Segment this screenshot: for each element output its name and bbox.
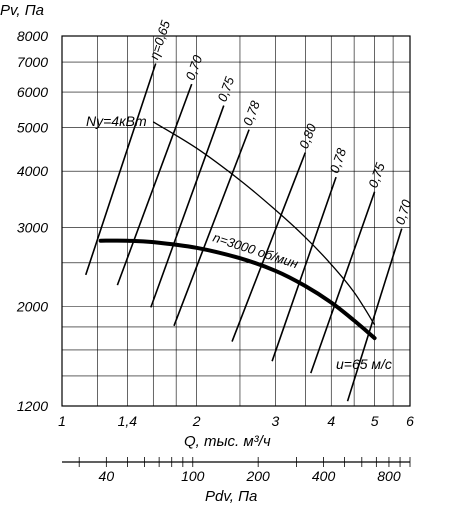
efficiency-line — [231, 152, 307, 342]
efficiency-line — [346, 228, 403, 402]
x-axis-title: Q, тыс. м³/ч — [184, 433, 271, 450]
y-tick-label: 6000 — [17, 84, 48, 100]
efficiency-label: 0,75 — [365, 160, 388, 190]
y-tick-label: 7000 — [17, 54, 48, 70]
efficiency-line — [173, 129, 250, 327]
y-tick-label: 1200 — [17, 398, 48, 414]
x-tick-label: 2 — [192, 413, 201, 429]
x-tick-label: 6 — [406, 413, 414, 429]
pressure-curve-layer — [98, 238, 377, 341]
x2-tick-label: 40 — [99, 468, 115, 484]
efficiency-line — [310, 191, 376, 374]
x-tick-label: 1,4 — [118, 413, 138, 429]
x-tick-label: 4 — [327, 413, 335, 429]
efficiency-label: 0,80 — [296, 121, 319, 151]
x2-tick-label: 200 — [245, 468, 270, 484]
efficiency-label: 0,70 — [392, 197, 414, 226]
efficiency-line — [116, 83, 193, 286]
x2-tick-label: 400 — [312, 468, 336, 484]
y-tick-label: 4000 — [17, 163, 48, 179]
efficiency-line — [271, 176, 337, 362]
efficiency-label: 0,75 — [214, 74, 237, 104]
y-tick-label: 8000 — [17, 28, 48, 44]
x-tick-label: 5 — [371, 413, 379, 429]
efficiency-label: 0,78 — [240, 98, 263, 128]
x2-tick-label: 100 — [181, 468, 205, 484]
pressure-curve — [98, 238, 377, 341]
x-tick-label: 1 — [58, 413, 66, 429]
x-tick-label: 3 — [271, 413, 279, 429]
efficiency-label: 0,78 — [327, 145, 350, 175]
efficiency-line — [84, 63, 157, 276]
power-label: Ny=4кВт — [86, 113, 147, 129]
grid — [61, 35, 411, 407]
efficiency-label: η=0,65 — [146, 18, 173, 62]
power-curve — [152, 121, 376, 326]
efficiency-label: 0,70 — [182, 52, 205, 82]
efficiency-line — [150, 105, 225, 308]
y-tick-label: 5000 — [17, 120, 48, 136]
y-tick-label: 3000 — [17, 219, 48, 235]
efficiency-lines-layer — [84, 63, 403, 402]
labels-layer: 1200 2000 3000 4000 5000 6000 7000 8000 1 1,4 2 3 4 5… — [16, 18, 415, 429]
dynamic-pressure-axis: 40 100 200 400 800 — [62, 457, 411, 484]
velocity-label: u=65 м/с — [336, 356, 392, 372]
x2-axis-title: Pdv, Па — [205, 488, 257, 505]
plot-frame — [61, 35, 411, 407]
x2-tick-label: 800 — [377, 468, 401, 484]
power-curve-layer — [152, 121, 376, 326]
y-tick-label: 2000 — [16, 298, 48, 314]
y-axis-title: Pv, Па — [0, 2, 44, 19]
